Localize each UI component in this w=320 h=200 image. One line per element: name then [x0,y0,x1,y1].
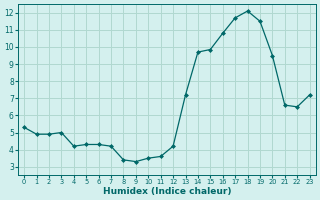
X-axis label: Humidex (Indice chaleur): Humidex (Indice chaleur) [103,187,231,196]
